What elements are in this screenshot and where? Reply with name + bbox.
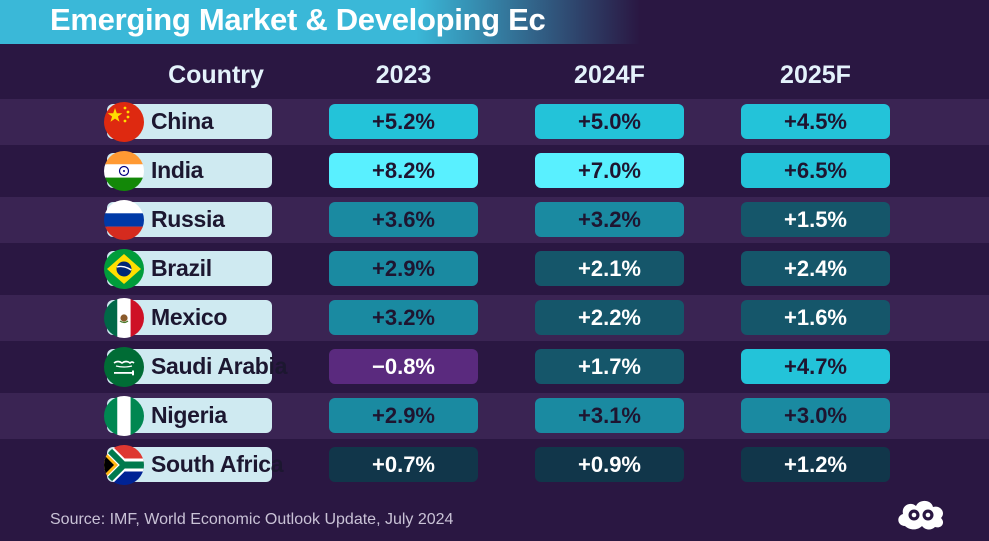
value-cell-india-2025f: +6.5% <box>741 153 890 188</box>
value-cell-south-africa-2024f: +0.9% <box>535 447 684 482</box>
value-cell-mexico-2023: +3.2% <box>329 300 478 335</box>
value-cell-saudi-arabia-2024f: +1.7% <box>535 349 684 384</box>
value-cell-nigeria-2024f: +3.1% <box>535 398 684 433</box>
value-cell-china-2023: +5.2% <box>329 104 478 139</box>
value-cell-brazil-2024f: +2.1% <box>535 251 684 286</box>
value-cell-russia-2024f: +3.2% <box>535 202 684 237</box>
value-cell-nigeria-2025f: +3.0% <box>741 398 890 433</box>
mexico-flag-icon <box>104 297 144 338</box>
value-cell-brazil-2023: +2.9% <box>329 251 478 286</box>
value-cell-south-africa-2023: +0.7% <box>329 447 478 482</box>
value-cell-mexico-2024f: +2.2% <box>535 300 684 335</box>
brazil-flag-icon <box>104 248 144 289</box>
value-cell-india-2024f: +7.0% <box>535 153 684 188</box>
value-cell-mexico-2025f: +1.6% <box>741 300 890 335</box>
title-bar <box>0 0 640 44</box>
value-cell-brazil-2025f: +2.4% <box>741 251 890 286</box>
header-2025f: 2025F <box>780 61 851 89</box>
country-label-brazil: Brazil <box>151 255 212 281</box>
country-label-russia: Russia <box>151 206 225 232</box>
country-label-india: India <box>151 157 204 183</box>
value-cell-china-2025f: +4.5% <box>741 104 890 139</box>
value-cell-india-2023: +8.2% <box>329 153 478 188</box>
nigeria-flag-icon <box>104 395 144 436</box>
india-flag-icon <box>104 150 144 191</box>
source-note: Source: IMF, World Economic Outlook Upda… <box>50 511 454 528</box>
country-label-saudi-arabia: Saudi Arabia <box>151 353 288 379</box>
header-2024f: 2024F <box>574 61 645 89</box>
value-cell-russia-2023: +3.6% <box>329 202 478 237</box>
value-cell-south-africa-2025f: +1.2% <box>741 447 890 482</box>
country-label-mexico: Mexico <box>151 304 228 330</box>
south-africa-flag-icon <box>104 444 144 485</box>
page-title: Emerging Market & Developing Ec <box>50 2 546 37</box>
country-label-nigeria: Nigeria <box>151 402 227 428</box>
value-cell-china-2024f: +5.0% <box>535 104 684 139</box>
value-cell-russia-2025f: +1.5% <box>741 202 890 237</box>
value-cell-saudi-arabia-2023: −0.8% <box>329 349 478 384</box>
header-country: Country <box>168 61 264 89</box>
china-flag-icon <box>104 101 144 142</box>
russia-flag-icon <box>104 199 144 240</box>
saudi-arabia-flag-icon <box>104 346 144 387</box>
header-2023: 2023 <box>375 61 432 89</box>
value-cell-nigeria-2023: +2.9% <box>329 398 478 433</box>
visual-capitalist-cloud-logo-icon <box>898 500 944 530</box>
value-cell-saudi-arabia-2025f: +4.7% <box>741 349 890 384</box>
country-label-china: China <box>151 108 214 134</box>
country-label-south-africa: South Africa <box>151 451 284 477</box>
